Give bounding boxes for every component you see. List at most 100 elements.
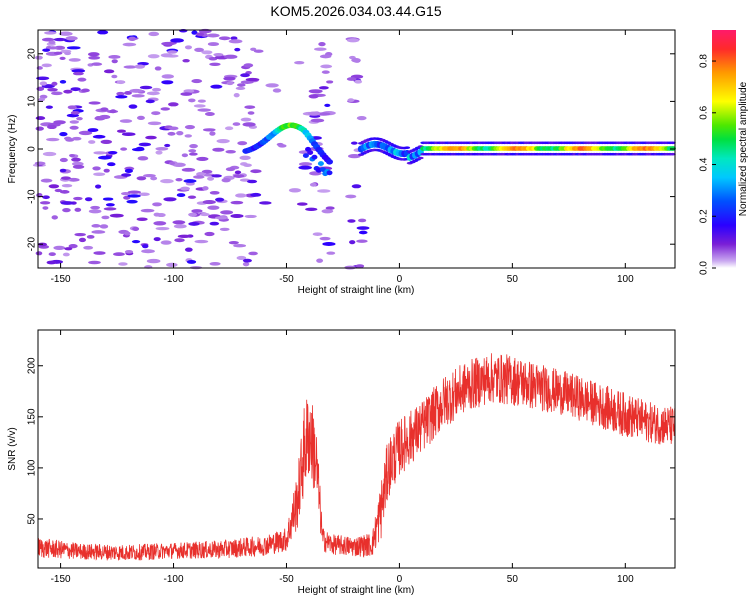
spectrogram-cell: [53, 51, 63, 55]
spectrogram-cell: [146, 91, 160, 96]
spectrogram-cell: [107, 151, 118, 155]
spectrogram-cell: [215, 216, 228, 220]
spectrogram-cell: [136, 115, 145, 121]
spectrogram-cell: [60, 201, 74, 205]
spectrogram-cell: [186, 259, 197, 264]
spectrogram-cell: [176, 131, 184, 136]
spectrogram-cell: [97, 30, 109, 35]
spectrogram-cell: [184, 45, 192, 50]
spectrogram-cell: [174, 238, 185, 243]
spectrogram-cell: [46, 137, 60, 142]
spectrogram-cell: [197, 108, 211, 112]
spectrogram-cell: [356, 116, 367, 121]
spectrogram-cell: [212, 147, 225, 152]
spectrogram-cell: [250, 47, 257, 51]
spectrogram-cell: [204, 231, 215, 237]
spectrogram-cell: [193, 104, 206, 108]
spectrogram-cell: [188, 152, 198, 156]
spectrogram-cell: [233, 244, 247, 248]
spectrogram-cell: [346, 77, 357, 81]
spectrogram-cell: [172, 220, 186, 225]
spectrogram-cell: [188, 221, 200, 226]
spectrogram-cell: [59, 157, 68, 163]
spectrogram-cell: [207, 176, 215, 181]
spectrogram-cell: [234, 170, 242, 175]
spectrogram-cell: [347, 219, 356, 223]
spectrogram-cell: [233, 174, 245, 178]
spectrogram-cell: [91, 230, 106, 234]
spectrogram-heatmap: [32, 28, 676, 270]
spectrogram-cell: [69, 120, 80, 124]
spectrogram-cell: [236, 83, 246, 87]
bottom-y-tick-label: 150: [27, 408, 38, 425]
spectrogram-cell: [51, 81, 58, 86]
top-y-tick-label: -20: [27, 237, 38, 252]
spectrogram-cell: [349, 240, 356, 245]
spectrogram-cell: [126, 199, 138, 204]
bottom-y-ticks: 50 100 150 200: [27, 357, 675, 525]
spectrogram-cell: [177, 234, 191, 239]
spectrogram-cell: [187, 195, 197, 199]
spectrogram-cell: [318, 86, 329, 90]
spectrogram-cell: [317, 161, 324, 166]
spectrogram-cell: [127, 194, 141, 198]
spectrogram-cell: [312, 232, 323, 236]
spectrogram-cell: [84, 197, 93, 202]
spectrogram-cell: [59, 80, 67, 84]
spectrogram-cell: [71, 157, 81, 162]
spectrogram-cell: [326, 158, 334, 165]
bottom-x-ticks: -150 -100 -50 0 50 100: [51, 330, 634, 585]
spectrogram-cell: [259, 201, 272, 205]
spectrogram-cell: [39, 201, 51, 205]
spectrogram-cell: [220, 210, 234, 215]
spectrogram-cell: [59, 168, 67, 173]
spectrogram-cell: [136, 176, 147, 181]
spectrogram-cell: [103, 168, 110, 173]
spectrogram-cell: [42, 195, 50, 200]
spectrogram-cell: [59, 190, 70, 194]
spectrogram-cell: [191, 209, 203, 213]
spectrogram-cell: [116, 80, 125, 85]
top-x-tick-label: 100: [617, 274, 634, 285]
bottom-y-tick-label: 50: [27, 513, 38, 525]
spectrogram-cell: [63, 136, 72, 141]
spectrogram-cell: [123, 65, 137, 69]
spectrogram-cell: [153, 212, 161, 217]
spectrogram-cell: [78, 130, 93, 136]
bottom-x-tick-label: -50: [279, 574, 294, 585]
spectrogram-cell: [61, 184, 73, 188]
spectrogram-cell: [209, 131, 216, 136]
colorbar-tick-label: 0.6: [699, 105, 710, 119]
spectrogram-cell: [207, 205, 220, 210]
top-y-tick-label: 10: [27, 95, 38, 107]
top-x-ticks: -150 -100 -50 0 50 100: [51, 30, 634, 285]
spectrogram-cell: [235, 193, 247, 198]
spectrogram-cell: [152, 87, 162, 92]
spectrogram-cell: [244, 105, 256, 109]
spectrogram-cell: [166, 262, 178, 267]
spectrogram-cell: [64, 51, 72, 56]
spectrogram-cell: [102, 197, 114, 201]
spectrogram-cell: [93, 151, 107, 155]
spectrogram-cell: [99, 224, 109, 229]
spectrogram-cell: [221, 178, 231, 183]
spectrogram-cell: [68, 244, 78, 249]
spectrogram-cell: [298, 165, 312, 170]
spectrogram-cell: [47, 46, 58, 50]
spectrogram-cell: [243, 63, 254, 68]
spectrogram-cell: [41, 63, 52, 68]
spectrogram-cell: [53, 120, 66, 125]
top-y-tick-label: 20: [27, 48, 38, 60]
spectrogram-cell: [176, 193, 186, 198]
spectrogram-cell: [160, 107, 170, 111]
spectrogram-cell: [216, 139, 230, 144]
spectrogram-cell: [250, 169, 262, 174]
spectrogram-cell: [101, 215, 110, 220]
spectrogram-cell: [70, 110, 80, 115]
spectrogram-cell: [62, 207, 71, 213]
spectrogram-cell: [164, 143, 171, 148]
spectrogram-cell: [122, 42, 137, 47]
spectrogram-cell: [215, 197, 225, 202]
spectrogram-cell: [152, 202, 162, 207]
spectrogram-cell: [39, 94, 48, 99]
